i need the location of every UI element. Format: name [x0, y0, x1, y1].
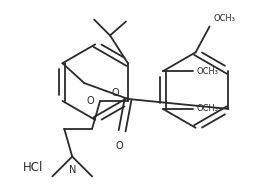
Text: O: O — [86, 96, 94, 106]
Text: O: O — [111, 88, 119, 98]
Text: OCH₃: OCH₃ — [197, 67, 219, 76]
Text: OCH₃: OCH₃ — [197, 104, 219, 113]
Text: OCH₃: OCH₃ — [213, 14, 235, 23]
Text: N: N — [69, 164, 76, 174]
Text: O: O — [115, 141, 123, 151]
Text: HCl: HCl — [23, 161, 43, 174]
